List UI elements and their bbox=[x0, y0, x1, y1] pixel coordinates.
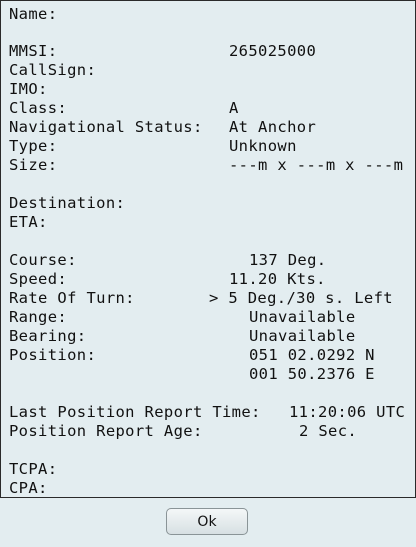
nav-status-value: At Anchor bbox=[229, 118, 317, 136]
speed-value: 11.20 Kts. bbox=[229, 270, 326, 288]
destination-row: Destination: bbox=[9, 194, 125, 213]
cpa-row: CPA: bbox=[9, 479, 67, 497]
rate-of-turn-row: Rate Of Turn: > 5 Deg./30 s. Left bbox=[9, 289, 393, 308]
position-row-2: 001 50.2376 E bbox=[9, 365, 375, 384]
report-age-value: 2 Sec. bbox=[299, 422, 358, 440]
size-value: ---m x ---m x ---m bbox=[229, 156, 404, 174]
ok-button[interactable]: Ok bbox=[166, 508, 248, 535]
report-age-row: Position Report Age: 2 Sec. bbox=[9, 422, 357, 441]
rate-of-turn-label: Rate Of Turn: bbox=[9, 289, 135, 307]
dialog-footer: Ok bbox=[0, 498, 416, 547]
position-longitude: 001 50.2376 E bbox=[249, 365, 375, 383]
range-label: Range: bbox=[9, 308, 68, 326]
cpa-label: CPA: bbox=[9, 479, 48, 497]
tcpa-label: TCPA: bbox=[9, 460, 58, 478]
target-info-panel: Name: MMSI: 265025000 CallSign: IMO: Cla… bbox=[0, 0, 416, 498]
size-row: Size: ---m x ---m x ---m bbox=[9, 156, 403, 175]
position-latitude: 051 02.0292 N bbox=[249, 346, 375, 364]
eta-row: ETA: bbox=[9, 213, 67, 232]
last-report-time-row: Last Position Report Time: 11:20:06 UTC bbox=[9, 403, 405, 422]
type-value: Unknown bbox=[229, 137, 297, 155]
tcpa-row: TCPA: bbox=[9, 460, 67, 479]
course-row: Course: 137 Deg. bbox=[9, 251, 326, 270]
callsign-row: CallSign: bbox=[9, 61, 96, 80]
size-label: Size: bbox=[9, 156, 58, 174]
nav-status-label: Navigational Status: bbox=[9, 118, 203, 136]
course-label: Course: bbox=[9, 251, 77, 269]
mmsi-row: MMSI: 265025000 bbox=[9, 42, 316, 61]
nav-status-row: Navigational Status: At Anchor bbox=[9, 118, 316, 137]
destination-label: Destination: bbox=[9, 194, 126, 212]
position-row: Position: 051 02.0292 N bbox=[9, 346, 375, 365]
last-report-time-label: Last Position Report Time: bbox=[9, 403, 261, 421]
name-row: Name: bbox=[9, 5, 67, 24]
callsign-label: CallSign: bbox=[9, 61, 97, 79]
rate-of-turn-value: > 5 Deg./30 s. Left bbox=[209, 289, 393, 307]
speed-label: Speed: bbox=[9, 270, 68, 288]
mmsi-label: MMSI: bbox=[9, 42, 58, 60]
range-row: Range: Unavailable bbox=[9, 308, 355, 327]
eta-label: ETA: bbox=[9, 213, 48, 231]
imo-row: IMO: bbox=[9, 80, 67, 99]
position-label: Position: bbox=[9, 346, 97, 364]
range-value: Unavailable bbox=[249, 308, 356, 326]
last-report-time-value: 11:20:06 UTC bbox=[289, 403, 406, 421]
report-age-label: Position Report Age: bbox=[9, 422, 203, 440]
bearing-label: Bearing: bbox=[9, 327, 87, 345]
type-row: Type: Unknown bbox=[9, 137, 296, 156]
imo-label: IMO: bbox=[9, 80, 48, 98]
mmsi-value: 265025000 bbox=[229, 42, 317, 60]
class-label: Class: bbox=[9, 99, 68, 117]
speed-row: Speed: 11.20 Kts. bbox=[9, 270, 325, 289]
bearing-value: Unavailable bbox=[249, 327, 356, 345]
course-value: 137 Deg. bbox=[249, 251, 327, 269]
class-row: Class: A bbox=[9, 99, 238, 118]
name-label: Name: bbox=[9, 5, 58, 23]
bearing-row: Bearing: Unavailable bbox=[9, 327, 355, 346]
class-value: A bbox=[229, 99, 239, 117]
type-label: Type: bbox=[9, 137, 58, 155]
